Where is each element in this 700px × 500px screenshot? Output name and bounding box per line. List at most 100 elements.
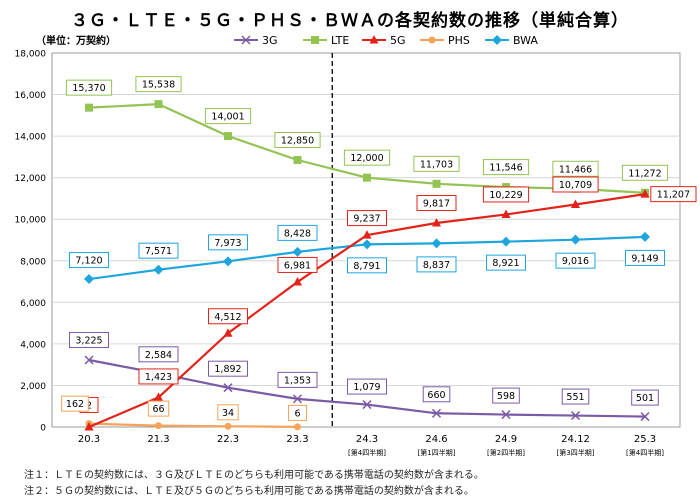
point-bwa — [223, 256, 233, 267]
data-label-5g: 6,981 — [284, 260, 311, 271]
point-5g — [640, 189, 650, 198]
data-label-3g: 551 — [566, 392, 584, 403]
y-tick-label: 10,000 — [15, 216, 47, 226]
point-bwa — [362, 239, 372, 250]
data-label-box-3g — [561, 388, 590, 405]
point-bwa — [640, 231, 650, 242]
point-phs — [224, 422, 232, 430]
data-label-box-5g — [208, 308, 248, 325]
data-label-phs: 34 — [222, 408, 234, 419]
data-label-lte: 12,850 — [281, 136, 314, 147]
legend-label-3g: 3G — [262, 34, 278, 47]
y-tick-label: 12,000 — [15, 174, 47, 184]
point-phs — [155, 422, 162, 430]
data-label-lte: 15,538 — [142, 80, 175, 91]
data-label-box-phs — [147, 400, 170, 417]
data-label-5g: 1,423 — [145, 372, 172, 383]
y-tick-label: 0 — [40, 424, 46, 434]
point-bwa — [292, 246, 303, 257]
data-label-lte: 11,546 — [489, 163, 522, 174]
data-label-3g: 501 — [636, 393, 654, 404]
data-label-bwa: 8,921 — [492, 258, 519, 269]
data-label-box-bwa — [69, 252, 109, 269]
data-label-3g: 1,079 — [353, 382, 380, 393]
legend-marker-lte — [311, 36, 319, 44]
point-bwa — [153, 264, 164, 275]
x-tick-label: 24.9 — [495, 434, 517, 445]
data-label-phs: 66 — [152, 404, 164, 415]
data-label-box-bwa — [138, 242, 179, 259]
data-label-box-bwa — [555, 252, 596, 269]
y-tick-label: 4,000 — [20, 340, 46, 350]
data-label-lte: 15,370 — [72, 83, 105, 94]
point-5g — [223, 328, 233, 337]
point-5g — [84, 421, 94, 431]
data-label-bwa: 8,428 — [284, 228, 311, 239]
data-label-box-bwa — [625, 249, 665, 266]
data-label-5g: 11,207 — [657, 190, 690, 201]
data-label-box-3g — [69, 331, 109, 348]
point-bwa — [84, 274, 94, 285]
x-tick-label: 25.3 — [634, 434, 656, 445]
point-3g — [292, 394, 303, 404]
x-tick-label: 24.3 — [356, 434, 378, 445]
point-3g — [84, 355, 94, 365]
point-5g — [501, 209, 511, 218]
data-label-bwa: 7,120 — [75, 256, 102, 267]
data-label-bwa: 7,571 — [145, 246, 172, 257]
data-label-box-bwa — [208, 234, 248, 251]
data-label-lte: 11,272 — [628, 168, 661, 179]
data-label-box-bwa — [347, 257, 387, 274]
point-lte — [363, 173, 371, 182]
legend-label-5g: 5G — [390, 34, 406, 47]
chart-title: ３Ｇ・ＬＴＥ・５Ｇ・ＰＨＳ・ＢＷＡの各契約数の推移（単純合算） — [71, 11, 629, 31]
point-3g — [362, 400, 372, 410]
x-tick-label: 20.3 — [78, 434, 100, 445]
data-label-box-3g — [492, 387, 520, 404]
data-label-box-phs — [288, 404, 307, 421]
point-lte — [432, 179, 441, 188]
data-label-box-lte — [274, 132, 321, 149]
data-label-5g: 10,229 — [489, 190, 522, 201]
data-label-3g: 2,584 — [145, 350, 172, 361]
data-label-box-3g — [422, 386, 451, 403]
x-tick-label: 24.6 — [425, 434, 447, 445]
data-label-3g: 1,353 — [284, 375, 311, 386]
point-lte — [154, 100, 163, 109]
data-label-box-5g — [552, 176, 599, 193]
data-label-lte: 11,703 — [420, 159, 453, 170]
legend-marker-phs — [428, 36, 436, 44]
data-label-box-lte — [482, 159, 530, 176]
x-tick-label: 22.3 — [217, 434, 239, 445]
data-label-box-lte — [204, 108, 252, 125]
data-label-box-lte — [65, 79, 113, 96]
data-label-5g: 4,512 — [214, 312, 241, 323]
y-tick-label: 8,000 — [20, 257, 46, 267]
point-bwa — [570, 234, 581, 245]
data-label-lte: 12,000 — [350, 153, 383, 164]
point-3g — [640, 412, 650, 422]
y-tick-label: 16,000 — [15, 91, 47, 101]
x-subtick-label: [第2四半期] — [487, 448, 525, 457]
data-label-5g: 9,817 — [423, 199, 450, 210]
y-tick-label: 14,000 — [15, 133, 47, 143]
legend-marker-5g — [369, 35, 379, 44]
data-label-box-3g — [208, 360, 248, 377]
x-subtick-label: [第3四半期] — [557, 448, 595, 457]
data-label-box-5g — [277, 256, 318, 273]
data-label-3g: 660 — [427, 390, 445, 401]
data-label-box-lte — [343, 149, 391, 166]
point-lte — [85, 103, 93, 112]
data-label-3g: 3,225 — [75, 335, 102, 346]
data-label-box-5g — [650, 186, 697, 203]
data-label-bwa: 7,973 — [214, 238, 241, 249]
data-label-box-phs — [61, 395, 89, 412]
point-lte — [224, 132, 232, 141]
data-label-5g: 2 — [86, 400, 92, 411]
footnote-2: 注２：５Ｇの契約数には、ＬＴＥ及び５Ｇのどちらも利用可能である携帯電話の契約数が… — [24, 486, 474, 497]
x-subtick-label: [第4四半期] — [348, 448, 386, 457]
footnote-1: 注１：ＬＴＥの契約数には、３Ｇ及びＬＴＥのどちらも利用可能である携帯電話の契約数… — [24, 470, 484, 481]
legend-label-bwa: BWA — [513, 34, 538, 47]
data-label-box-3g — [347, 378, 387, 395]
y-axis-label: （単位：万契約） — [36, 34, 116, 47]
